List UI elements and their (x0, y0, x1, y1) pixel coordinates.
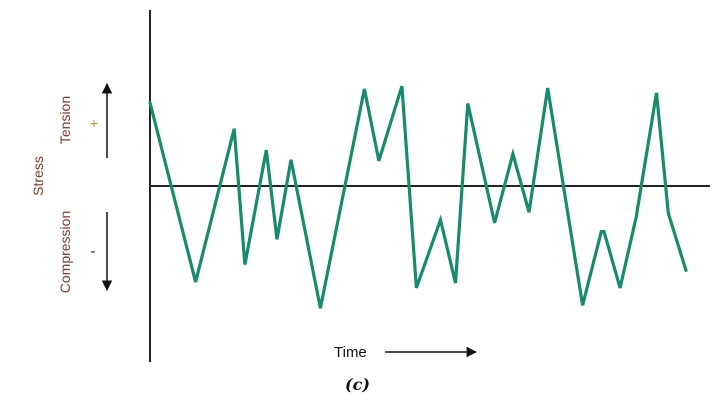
compression-label: Compression (57, 211, 73, 293)
panel-label: (c) (345, 375, 370, 394)
tension-label: Tension (57, 96, 73, 144)
stress-waveform-line (148, 85, 688, 309)
compression-minus-sign: - (91, 243, 96, 260)
stress-label: Stress (30, 156, 46, 196)
time-label: Time (334, 344, 367, 361)
waveform-vertices (150, 86, 686, 308)
tension-plus-sign: + (90, 115, 98, 131)
